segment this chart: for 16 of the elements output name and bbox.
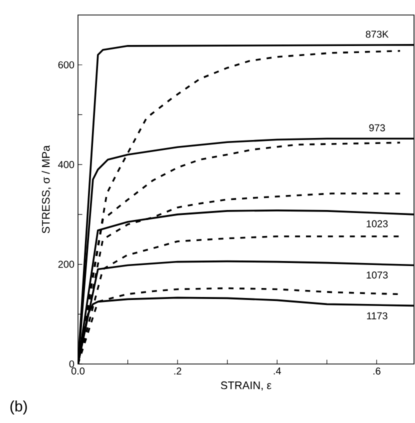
y-tick-label: 200 bbox=[58, 260, 74, 268]
series-label: 1023 bbox=[366, 220, 388, 228]
series-label: 873K bbox=[366, 30, 389, 38]
series-label: 1073 bbox=[366, 272, 388, 279]
text: (b) bbox=[10, 400, 27, 414]
x-tick-label: 0.0 bbox=[71, 368, 85, 375]
x-tick-label: .6 bbox=[373, 368, 380, 375]
y-tick-label: 0 bbox=[69, 360, 74, 368]
y-axis-title: STRESS, σ / MPa bbox=[42, 145, 52, 234]
x-tick-label: .4 bbox=[274, 368, 281, 374]
x-axis-title: STRAIN, ε bbox=[220, 381, 272, 390]
y-tick-label: 400 bbox=[58, 161, 74, 168]
x-tick-label: .2 bbox=[174, 368, 182, 374]
series-label: 1173 bbox=[367, 312, 388, 320]
series-label: 973 bbox=[369, 124, 385, 132]
y-tick-label: 600 bbox=[58, 61, 74, 68]
